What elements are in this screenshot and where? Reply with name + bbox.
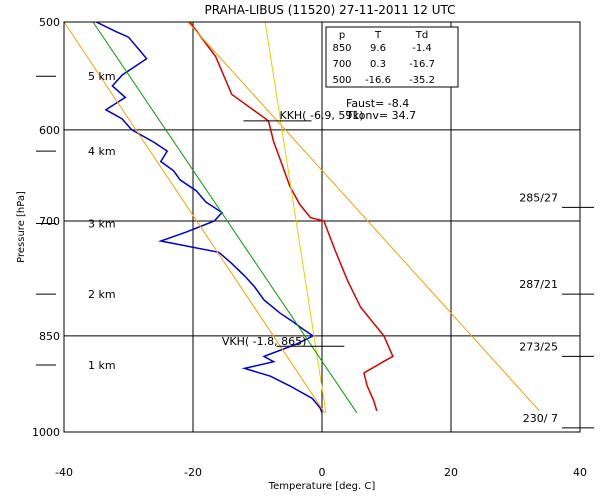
table-cell: 700 xyxy=(332,59,351,70)
x-tick-label: 0 xyxy=(319,466,326,479)
series-line-4 xyxy=(264,22,327,413)
x-tick-label: 40 xyxy=(573,466,587,479)
y-tick-label: 850 xyxy=(39,330,60,343)
y-tick-label: 500 xyxy=(39,16,60,29)
height-label: 5 km xyxy=(88,70,116,83)
table-cell: -16.6 xyxy=(365,75,391,86)
height-label: 4 km xyxy=(88,145,116,158)
wind-label: 230/ 7 xyxy=(523,412,558,425)
table-cell: 0.3 xyxy=(370,59,386,70)
annotations: KKH( -6.9, 591) VKH( -1.8, 865) xyxy=(222,109,364,348)
x-tick-label: -40 xyxy=(55,466,73,479)
chart-title: PRAHA-LIBUS (11520) 27-11-2011 12 UTC xyxy=(204,3,455,17)
table-header: Td xyxy=(415,30,428,41)
x-tick-label: -20 xyxy=(184,466,202,479)
height-label: 3 km xyxy=(88,218,116,231)
wind-label: 287/21 xyxy=(519,278,558,291)
y-tick-label: 1000 xyxy=(32,426,60,439)
series-line-3 xyxy=(187,22,540,412)
index-value: Faust= -8.4 xyxy=(346,97,409,110)
y-tick-label: 700 xyxy=(39,215,60,228)
level-table: p T Td 850 9.6 -1.4 700 0.3 -16.7 500 -16.6 -35.2Fa… xyxy=(325,26,459,122)
series-line-0 xyxy=(189,22,394,412)
index-value: Tkonv= 34.7 xyxy=(345,109,416,122)
table-cell: -1.4 xyxy=(412,43,432,54)
axes: -40 -20 0 20 40 500 600 700 850 1000 5 km 4 km 3 km 2… xyxy=(32,16,594,479)
y-axis-label: Pressure [hPa] xyxy=(16,191,27,263)
table-cell: 9.6 xyxy=(370,43,386,54)
level-table-box xyxy=(325,26,459,88)
y-tick-label: 600 xyxy=(39,124,60,137)
x-tick-label: 20 xyxy=(444,466,458,479)
annotation-label: VKH( -1.8, 865) xyxy=(222,335,307,348)
table-cell: 850 xyxy=(332,43,351,54)
series-line-2 xyxy=(64,22,326,414)
annotation-label: KKH( -6.9, 591) xyxy=(279,109,363,122)
table-cell: 500 xyxy=(332,75,351,86)
x-axis-label: Temperature [deg. C] xyxy=(268,481,376,492)
wind-label: 273/25 xyxy=(519,340,558,353)
series-line-5 xyxy=(92,22,358,414)
height-label: 1 km xyxy=(88,359,116,372)
table-header: p xyxy=(339,30,345,41)
table-cell: -16.7 xyxy=(409,59,435,70)
series-line-1 xyxy=(95,22,323,414)
height-label: 2 km xyxy=(88,288,116,301)
wind-label: 285/27 xyxy=(519,191,558,204)
sounding-series xyxy=(64,22,540,414)
table-header: T xyxy=(374,30,382,41)
plot-frame xyxy=(63,21,581,433)
table-cell: -35.2 xyxy=(409,75,435,86)
